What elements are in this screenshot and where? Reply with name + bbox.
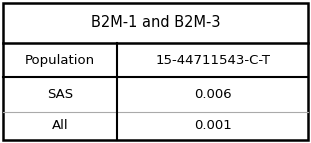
Text: 0.006: 0.006 xyxy=(194,88,231,101)
Text: SAS: SAS xyxy=(47,88,73,101)
Text: 0.001: 0.001 xyxy=(194,119,231,132)
Text: B2M-1 and B2M-3: B2M-1 and B2M-3 xyxy=(91,15,220,30)
Text: All: All xyxy=(52,119,68,132)
Text: 15-44711543-C-T: 15-44711543-C-T xyxy=(155,54,270,66)
Text: Population: Population xyxy=(25,54,95,66)
